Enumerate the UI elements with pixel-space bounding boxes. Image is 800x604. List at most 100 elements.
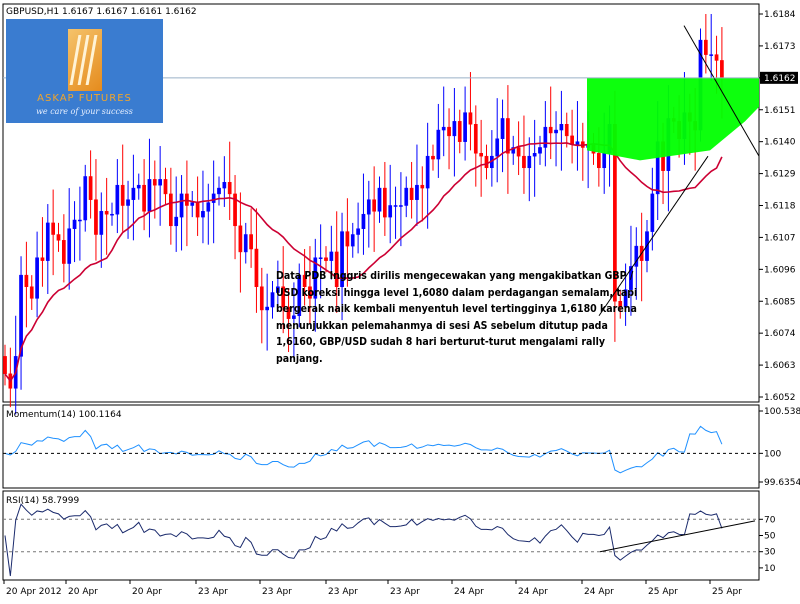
candle-body [506,118,510,154]
candle-body [431,155,435,160]
ohlc-header: GBPUSD,H1 1.6167 1.6167 1.6161 1.6162 [6,7,197,17]
candle-body [575,141,580,145]
candle-body [473,124,478,154]
candle-body [618,301,623,308]
price-tick-label: 1.6140 [764,138,796,148]
candle-body [522,155,526,169]
logo-tagline: we care of your success [36,107,133,116]
candle-body [340,231,344,287]
logo-emblem-icon [68,29,102,91]
time-tick-label: 20 Apr [68,587,98,597]
time-tick-label: 20 Apr [132,587,162,597]
time-tick-label: 24 Apr [454,587,484,597]
momentum-label: Momentum(14) 100.1164 [6,410,122,420]
candle-body [72,219,77,229]
candle-body [415,184,419,200]
candle-body [629,266,633,290]
candle-body [94,199,98,235]
candle-body [259,286,264,311]
candle-body [29,286,34,299]
time-tick-label: 25 Apr [712,587,742,597]
candle-body [634,245,639,267]
candle-body [602,153,607,169]
candle-body [420,184,425,189]
candle-body [51,222,55,235]
annotation-line: Data PDB Inggris dirilis mengecewakan ya… [276,270,634,282]
candle-body [286,306,291,319]
candle-body [329,251,334,261]
price-tick-label: 1.6096 [764,265,796,275]
candle-body [243,234,248,253]
candle-body [238,225,243,253]
candle-body [142,184,146,212]
rsi-tick-label: 70 [764,515,776,525]
time-tick-label: 23 Apr [198,587,228,597]
candle-body [495,138,500,157]
time-tick-label: 23 Apr [390,587,420,597]
annotation-line: menunjukkan pelemahanmya di sesi AS sebe… [276,319,608,332]
candle-body [409,187,414,200]
candle-body [67,228,72,264]
candle-body [147,179,152,212]
candle-body [564,124,569,137]
rsi-tick-label: 50 [764,532,776,542]
candle-body [302,274,307,287]
candle-body [377,187,382,212]
candle-body [436,129,441,160]
candle-body [233,193,237,227]
candle-body [88,176,93,200]
candle-body [452,121,457,137]
candle-body [714,54,719,61]
candle-body [217,187,221,195]
candle-body [366,199,371,215]
candle-body [174,216,179,227]
support-zone-green [587,77,759,161]
candle-body [350,234,355,247]
candle-body [104,211,109,215]
candle-body [254,248,259,287]
candle-body [163,179,168,195]
time-tick-label: 24 Apr [584,587,614,597]
rsi-tick-label: 30 [764,548,776,558]
price-tick-label: 1.6052 [764,393,796,403]
candle-body [249,234,253,250]
momentum-panel-frame [2,404,760,489]
momentum-tick-label: 100 [764,449,781,459]
candle-body [62,240,66,264]
rsi-tick-label: 10 [764,564,776,574]
current-price-box [760,71,798,84]
rsi-trend-line [599,520,756,553]
candle-body [404,187,409,206]
candle-body [56,234,61,241]
candle-body [169,193,173,227]
annotation-line: panjang. [276,352,323,365]
candle-body [78,219,82,222]
candle-body [441,126,446,131]
candle-body [313,257,318,299]
annotation-line: USD koreksi hingga level 1,6080 dalam pe… [276,286,638,299]
trend-line-resistance [683,25,760,157]
candle-body [292,315,296,319]
candle-body [425,155,430,189]
time-tick-label: 23 Apr [328,587,358,597]
askap-futures-logo: ASKAP FUTURES we care of your success [6,19,163,123]
candle-body [265,306,269,311]
candle-body [110,213,114,216]
candle-body [383,187,387,218]
candle-body [227,182,232,195]
candle-body [516,147,521,157]
candle-body [356,228,360,235]
candle-body [484,155,489,169]
candle-body [297,274,302,317]
candle-body [281,286,286,308]
price-tick-label: 1.6074 [764,329,796,339]
candle-body [222,182,227,189]
trend-line-support [598,155,709,317]
candle-body [24,274,29,287]
candle-body [554,129,558,134]
candle-body [447,126,451,137]
candle-body [399,205,403,207]
candle-body [179,193,184,218]
news-annotation: Data PDB Inggris dirilis mengecewakan ya… [276,268,638,367]
